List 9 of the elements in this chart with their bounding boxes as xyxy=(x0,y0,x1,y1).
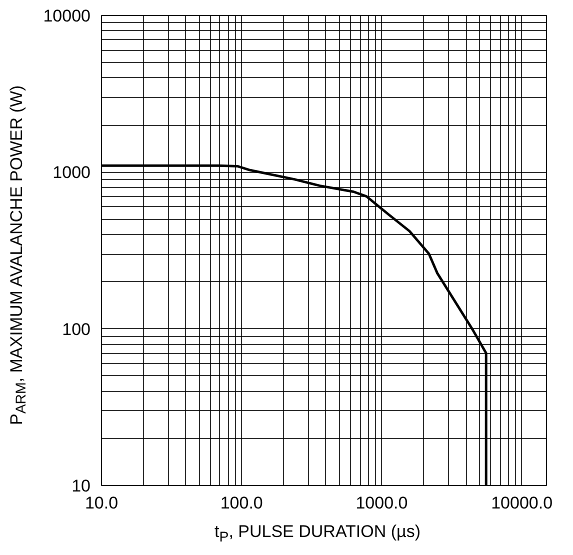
y-tick-label: 10 xyxy=(72,476,91,496)
x-tick-label: 1000.0 xyxy=(356,494,408,512)
y-tick-label: 1000 xyxy=(52,163,91,182)
x-tick-label: 10000.0 xyxy=(491,494,553,512)
xlabel: t$_{P}$, PULSE DURATION (µs) xyxy=(214,521,422,548)
x-tick-label: 10.0 xyxy=(84,494,118,512)
y-tick-label: 100 xyxy=(62,320,91,339)
y-tick-label: 10000 xyxy=(43,6,91,26)
x-tick-label: 100.0 xyxy=(220,494,263,512)
